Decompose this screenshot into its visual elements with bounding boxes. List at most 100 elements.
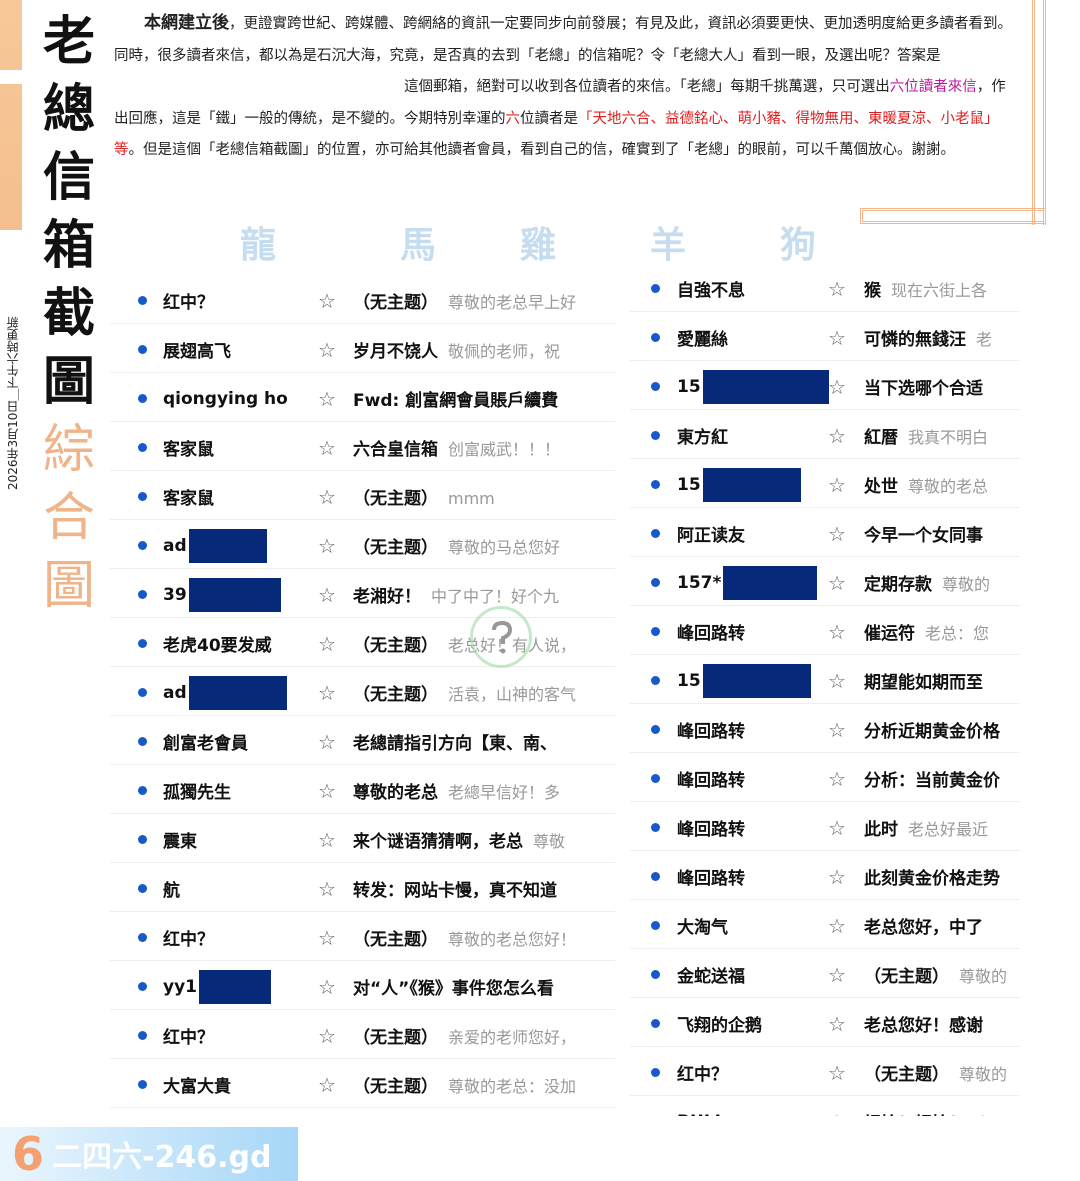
email-sender: 157* <box>677 565 818 600</box>
star-icon[interactable]: ☆ <box>318 582 336 607</box>
email-row[interactable]: 創富老會員 ☆ 老總請指引方向【東、南、 <box>110 719 615 765</box>
star-icon[interactable]: ☆ <box>318 1072 336 1097</box>
email-subject: 老總請指引方向【東、南、 <box>353 734 557 754</box>
star-icon[interactable]: ☆ <box>318 533 336 558</box>
email-row[interactable]: 愛麗絲 ☆ 可憐的無錢汪老 <box>630 315 1020 361</box>
email-subject: （无主题） <box>353 1077 438 1097</box>
email-sender: 红中？ <box>163 930 214 950</box>
email-sender: 愛麗絲 <box>677 330 728 350</box>
star-icon[interactable]: ☆ <box>828 815 846 840</box>
email-row[interactable]: 15 ☆ 处世 尊敬的老总 <box>630 462 1020 508</box>
email-sender: 震東 <box>163 832 197 852</box>
email-row[interactable]: 峰回路转 ☆ 此时 老总好最近 <box>630 805 1020 851</box>
email-row[interactable]: 峰回路转 ☆ 分析近期黄金价格 <box>630 707 1020 753</box>
star-icon[interactable]: ☆ <box>828 717 846 742</box>
star-icon[interactable]: ☆ <box>318 778 336 803</box>
email-row[interactable]: 红中？ ☆ （无主题） 尊敬的 <box>630 1050 1020 1096</box>
email-subject-line: （无主题） 亲爱的老师您好， <box>353 1023 615 1048</box>
star-icon[interactable]: ☆ <box>318 729 336 754</box>
email-row[interactable]: 大富大貴 ☆ （无主题） 尊敬的老总：没加 <box>110 1062 615 1108</box>
email-row[interactable]: 孤獨先生 ☆ 尊敬的老总 老總早信好！多 <box>110 768 615 814</box>
email-row[interactable]: 東方紅 ☆ 紅暦 我真不明白 <box>630 413 1020 459</box>
email-sender: ad <box>163 528 267 563</box>
star-icon[interactable]: ☆ <box>828 325 846 350</box>
email-row[interactable]: 红中？ ☆ （无主题） 尊敬的老总您好！ <box>110 915 615 961</box>
star-icon[interactable]: ☆ <box>318 876 336 901</box>
star-icon[interactable]: ☆ <box>828 276 846 301</box>
email-row[interactable]: BULL ☆ 拐拎！拐拎！ 老 <box>630 1099 1020 1117</box>
star-icon[interactable]: ☆ <box>828 619 846 644</box>
email-row[interactable]: 峰回路转 ☆ 此刻黄金价格走势 <box>630 854 1020 900</box>
email-row[interactable]: 大淘气 ☆ 老总您好，中了 <box>630 903 1020 949</box>
star-icon[interactable]: ☆ <box>828 472 846 497</box>
star-icon[interactable]: ☆ <box>828 521 846 546</box>
star-icon[interactable]: ☆ <box>318 337 336 362</box>
unread-dot-icon <box>651 1019 660 1028</box>
star-icon[interactable]: ☆ <box>828 374 846 399</box>
email-subject: 转发：网站卡慢，真不知道 <box>353 881 557 901</box>
star-icon[interactable]: ☆ <box>318 827 336 852</box>
title-char: 老 <box>42 11 95 72</box>
email-row[interactable]: 老虎40要发威 ☆ （无主题） 老总好！有人说， <box>110 621 615 667</box>
star-icon[interactable]: ☆ <box>828 766 846 791</box>
star-icon[interactable]: ☆ <box>318 484 336 509</box>
star-icon[interactable]: ☆ <box>318 1023 336 1048</box>
star-icon[interactable]: ☆ <box>828 962 846 987</box>
star-icon[interactable]: ☆ <box>828 668 846 693</box>
email-row[interactable]: 峰回路转 ☆ 催运符 老总：您 <box>630 609 1020 655</box>
star-icon[interactable]: ☆ <box>318 925 336 950</box>
email-row[interactable]: ad ☆ （无主题） 活袁，山神的客气 <box>110 670 615 716</box>
redaction-block <box>199 969 271 1004</box>
email-sender: 15 <box>677 467 801 502</box>
star-icon[interactable]: ☆ <box>318 680 336 705</box>
decorative-border <box>860 208 1046 224</box>
star-icon[interactable]: ☆ <box>828 864 846 889</box>
email-row[interactable]: 飞翔的企鹅 ☆ 老总您好！感谢 <box>630 1001 1020 1047</box>
star-icon[interactable]: ☆ <box>828 1060 846 1085</box>
email-row[interactable]: 峰回路转 ☆ 分析：当前黄金价 <box>630 756 1020 802</box>
unread-dot-icon <box>138 345 147 354</box>
email-row[interactable]: yy1 ☆ 对“人”《猴》事件您怎么看 <box>110 964 615 1010</box>
star-icon[interactable]: ☆ <box>828 570 846 595</box>
email-subject-line: （无主题） 尊敬的 <box>864 1060 1020 1085</box>
star-icon[interactable]: ☆ <box>318 288 336 313</box>
star-icon[interactable]: ☆ <box>318 386 336 411</box>
star-icon[interactable]: ☆ <box>828 1110 846 1117</box>
email-preview: 尊敬的老总您好！ <box>448 930 577 949</box>
title-char: 信 <box>42 147 95 208</box>
email-row[interactable]: 客家鼠 ☆ 六合皇信箱 创富威武！！！ <box>110 425 615 471</box>
page-title-vertical: 老總信箱截圖綜合圖 <box>38 8 100 620</box>
email-subject: （无主题） <box>864 967 949 987</box>
email-sender: 红中？ <box>163 293 214 313</box>
email-row[interactable]: 震東 ☆ 来个谜语猜猜啊，老总 尊敬 <box>110 817 615 863</box>
email-row[interactable]: 客家鼠 ☆ （无主题） mmm <box>110 474 615 520</box>
star-icon[interactable]: ☆ <box>318 631 336 656</box>
unread-dot-icon <box>138 639 147 648</box>
email-subject-line: 此刻黄金价格走势 <box>864 864 1020 889</box>
star-icon[interactable]: ☆ <box>318 435 336 460</box>
email-row[interactable]: ad ☆ （无主题） 尊敬的马总您好 <box>110 523 615 569</box>
star-icon[interactable]: ☆ <box>828 423 846 448</box>
email-row[interactable]: qiongying ho ☆ Fwd: 創富網會員賬戶續費 <box>110 376 615 422</box>
email-row[interactable]: 展翅高飞 ☆ 岁月不饶人 敬佩的老师，祝 <box>110 327 615 373</box>
email-row[interactable]: 15 ☆ 期望能如期而至 <box>630 658 1020 704</box>
email-row[interactable]: 金蛇送福 ☆ （无主题） 尊敬的 <box>630 952 1020 998</box>
email-subject-line: 老总您好，中了 <box>864 913 1020 938</box>
email-row[interactable]: 15 ☆ 当下选哪个合适 <box>630 364 1020 410</box>
email-sender: 老虎40要发威 <box>163 636 272 656</box>
unread-dot-icon <box>651 578 660 587</box>
email-row[interactable]: 39 ☆ 老湘好！ 中了中了！好个九 <box>110 572 615 618</box>
email-row[interactable]: 红中？ ☆ （无主题） 尊敬的老总早上好 <box>110 278 615 324</box>
email-row[interactable]: 阿正读友 ☆ 今早一个女同事 <box>630 511 1020 557</box>
email-preview: 尊敬的 <box>959 967 1008 986</box>
star-icon[interactable]: ☆ <box>318 974 336 999</box>
email-row[interactable]: 自強不息 ☆ 猴现在六街上各 <box>630 266 1020 312</box>
email-row[interactable]: 航 ☆ 转发：网站卡慢，真不知道 <box>110 866 615 912</box>
star-icon[interactable]: ☆ <box>828 1011 846 1036</box>
email-sender: 飞翔的企鹅 <box>677 1016 762 1036</box>
email-row[interactable]: 红中？ ☆ （无主题） 亲爱的老师您好， <box>110 1013 615 1059</box>
email-subject: 当下选哪个合适 <box>864 379 983 399</box>
email-row[interactable]: 157* ☆ 定期存款 尊敬的 <box>630 560 1020 606</box>
star-icon[interactable]: ☆ <box>828 913 846 938</box>
email-subject-line: 期望能如期而至 <box>864 668 1020 693</box>
